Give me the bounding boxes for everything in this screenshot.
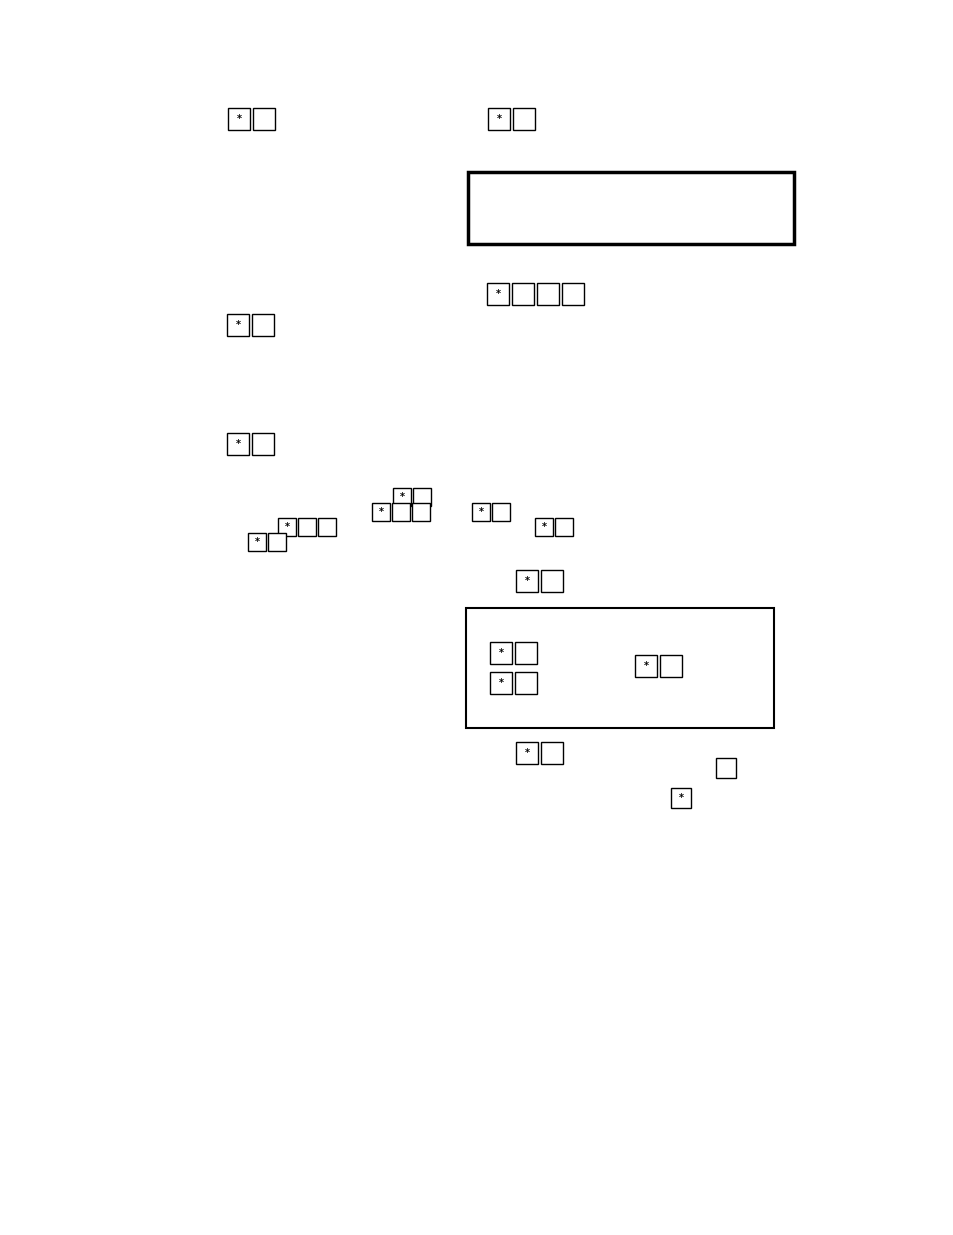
Bar — [512, 283, 534, 305]
Bar — [540, 742, 562, 764]
Bar — [540, 571, 562, 592]
Bar — [513, 107, 535, 130]
Bar — [252, 433, 274, 454]
Bar — [535, 517, 553, 536]
Bar — [537, 283, 558, 305]
Bar — [253, 107, 274, 130]
Text: *: * — [541, 522, 546, 532]
Bar — [472, 503, 490, 521]
Bar — [516, 742, 537, 764]
Bar — [412, 503, 430, 521]
Bar — [393, 488, 411, 506]
Text: *: * — [235, 438, 240, 450]
Bar — [515, 672, 537, 694]
Bar — [659, 655, 681, 677]
Bar — [468, 172, 793, 245]
Text: *: * — [498, 648, 503, 658]
Bar — [227, 433, 249, 454]
Bar — [227, 314, 249, 336]
Bar — [555, 517, 573, 536]
Text: *: * — [498, 678, 503, 688]
Text: *: * — [495, 289, 500, 299]
Bar — [465, 608, 773, 727]
Text: *: * — [643, 661, 648, 671]
Bar — [392, 503, 410, 521]
Text: *: * — [236, 114, 241, 124]
Text: *: * — [378, 508, 383, 517]
Bar — [317, 517, 335, 536]
Bar — [490, 642, 512, 664]
Text: *: * — [284, 522, 289, 532]
Bar — [670, 788, 690, 808]
Bar — [228, 107, 250, 130]
Text: *: * — [399, 492, 404, 501]
Bar — [268, 534, 286, 551]
Bar — [248, 534, 266, 551]
Bar — [277, 517, 295, 536]
Bar — [486, 283, 509, 305]
Text: *: * — [254, 537, 259, 547]
Text: *: * — [478, 508, 483, 517]
Bar — [516, 571, 537, 592]
Text: *: * — [235, 320, 240, 330]
Bar — [716, 758, 735, 778]
Bar — [515, 642, 537, 664]
Bar — [252, 314, 274, 336]
Bar — [492, 503, 510, 521]
Text: *: * — [678, 793, 682, 803]
Bar — [561, 283, 583, 305]
Text: *: * — [524, 576, 529, 585]
Text: *: * — [496, 114, 501, 124]
Bar — [490, 672, 512, 694]
Bar — [372, 503, 390, 521]
Bar — [413, 488, 431, 506]
Bar — [488, 107, 510, 130]
Text: *: * — [524, 748, 529, 758]
Bar — [635, 655, 657, 677]
Bar — [297, 517, 315, 536]
